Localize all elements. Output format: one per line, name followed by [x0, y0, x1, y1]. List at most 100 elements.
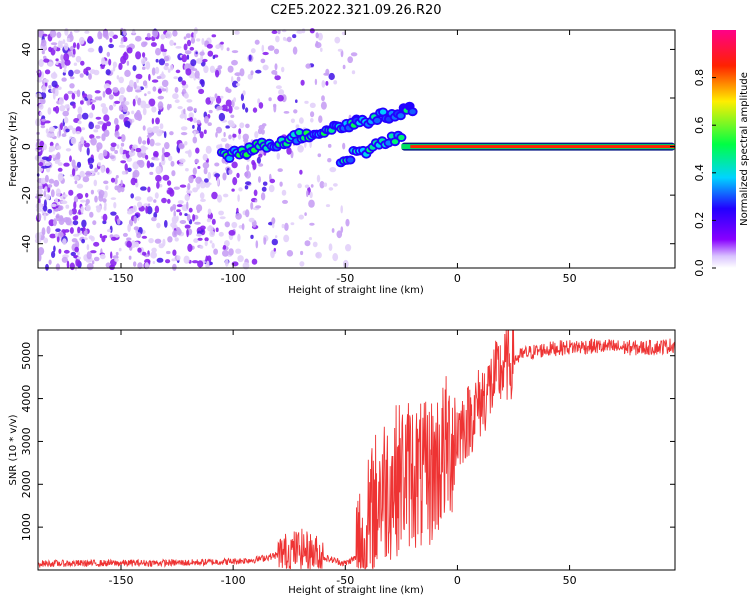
trace-blob-core: [409, 109, 416, 115]
noise-speckle: [202, 162, 210, 169]
noise-speckle: [218, 112, 226, 122]
noise-speckle: [350, 52, 358, 57]
noise-speckle: [204, 240, 208, 247]
noise-speckle: [172, 249, 177, 256]
noise-speckle: [45, 128, 49, 134]
noise-speckle: [239, 68, 245, 77]
noise-speckle: [304, 240, 311, 247]
noise-speckle: [72, 127, 76, 135]
noise-speckle: [166, 250, 171, 255]
noise-speckle: [87, 47, 95, 53]
noise-speckle: [63, 93, 69, 101]
noise-speckle: [96, 206, 102, 213]
spectrogram-frame: [37, 29, 676, 269]
noise-speckle: [184, 150, 191, 154]
noise-speckle: [236, 207, 239, 214]
noise-speckle: [179, 113, 185, 119]
noise-speckle: [110, 251, 113, 259]
noise-speckle: [283, 234, 290, 243]
noise-speckle: [220, 137, 228, 142]
noise-speckle: [94, 167, 98, 173]
noise-speckle: [167, 180, 172, 186]
noise-speckle: [61, 59, 65, 68]
noise-speckle: [61, 133, 67, 138]
noise-speckle: [48, 155, 52, 159]
noise-speckle: [135, 89, 142, 93]
noise-speckle: [71, 159, 76, 168]
noise-speckle: [242, 103, 246, 110]
noise-speckle: [274, 63, 278, 71]
noise-speckle: [53, 220, 57, 226]
noise-speckle: [72, 220, 79, 226]
noise-speckle: [295, 124, 300, 129]
noise-speckle: [192, 124, 195, 129]
noise-speckle: [169, 104, 172, 109]
noise-speckle: [262, 51, 269, 56]
noise-speckle: [239, 122, 245, 129]
noise-speckle: [41, 50, 45, 55]
noise-speckle: [342, 142, 346, 150]
noise-speckle: [206, 218, 211, 223]
noise-speckle: [160, 88, 167, 92]
noise-speckle: [245, 107, 249, 113]
noise-speckle: [333, 80, 338, 85]
noise-speckle: [310, 184, 314, 188]
noise-speckle: [164, 62, 169, 67]
noise-speckle: [277, 168, 283, 173]
noise-speckle: [327, 143, 332, 148]
noise-speckle: [177, 106, 183, 110]
noise-speckle: [110, 146, 116, 152]
noise-speckle: [183, 36, 187, 40]
noise-speckle: [49, 233, 56, 239]
noise-speckle: [79, 144, 82, 153]
noise-speckle: [172, 263, 177, 271]
noise-speckle: [170, 206, 177, 211]
noise-speckle: [202, 58, 208, 63]
noise-speckle: [89, 211, 94, 218]
noise-speckle: [188, 112, 194, 119]
noise-speckle: [73, 195, 79, 203]
noise-speckle: [173, 186, 180, 190]
noise-speckle: [156, 257, 164, 263]
noise-speckle: [155, 47, 161, 56]
noise-speckle: [105, 167, 110, 174]
noise-speckle: [194, 70, 200, 79]
noise-speckle: [103, 114, 110, 122]
noise-speckle: [144, 93, 147, 97]
noise-speckle: [258, 163, 264, 167]
noise-speckle: [134, 178, 138, 183]
noise-speckle: [199, 79, 205, 85]
noise-speckle: [147, 91, 151, 95]
noise-speckle: [186, 54, 190, 60]
noise-speckle: [251, 258, 258, 265]
noise-speckle: [55, 213, 61, 222]
noise-speckle: [126, 47, 133, 54]
noise-speckle: [151, 79, 159, 83]
noise-speckle: [135, 109, 141, 119]
noise-speckle: [149, 171, 154, 175]
noise-speckle: [297, 183, 302, 189]
noise-speckle: [149, 162, 155, 168]
noise-speckle: [102, 91, 106, 98]
noise-speckle: [146, 134, 152, 138]
x-tick-label: -150: [109, 574, 134, 587]
noise-speckle: [222, 172, 227, 181]
noise-speckle: [141, 41, 147, 48]
noise-speckle: [118, 44, 126, 48]
noise-speckle: [131, 32, 137, 36]
noise-speckle: [134, 196, 142, 202]
colorbar-tick-label: 0.4: [693, 164, 706, 182]
noise-speckle: [108, 43, 114, 49]
noise-speckle: [156, 76, 162, 79]
noise-speckle: [246, 164, 250, 172]
noise-speckle: [37, 192, 43, 199]
noise-speckle: [214, 173, 221, 178]
noise-speckle: [139, 145, 147, 154]
noise-speckle: [224, 221, 230, 228]
noise-speckle: [68, 209, 73, 216]
noise-speckle: [142, 140, 147, 145]
noise-speckle: [228, 248, 234, 256]
noise-speckle: [188, 107, 193, 111]
noise-speckle: [148, 238, 154, 244]
noise-speckle: [234, 106, 240, 110]
